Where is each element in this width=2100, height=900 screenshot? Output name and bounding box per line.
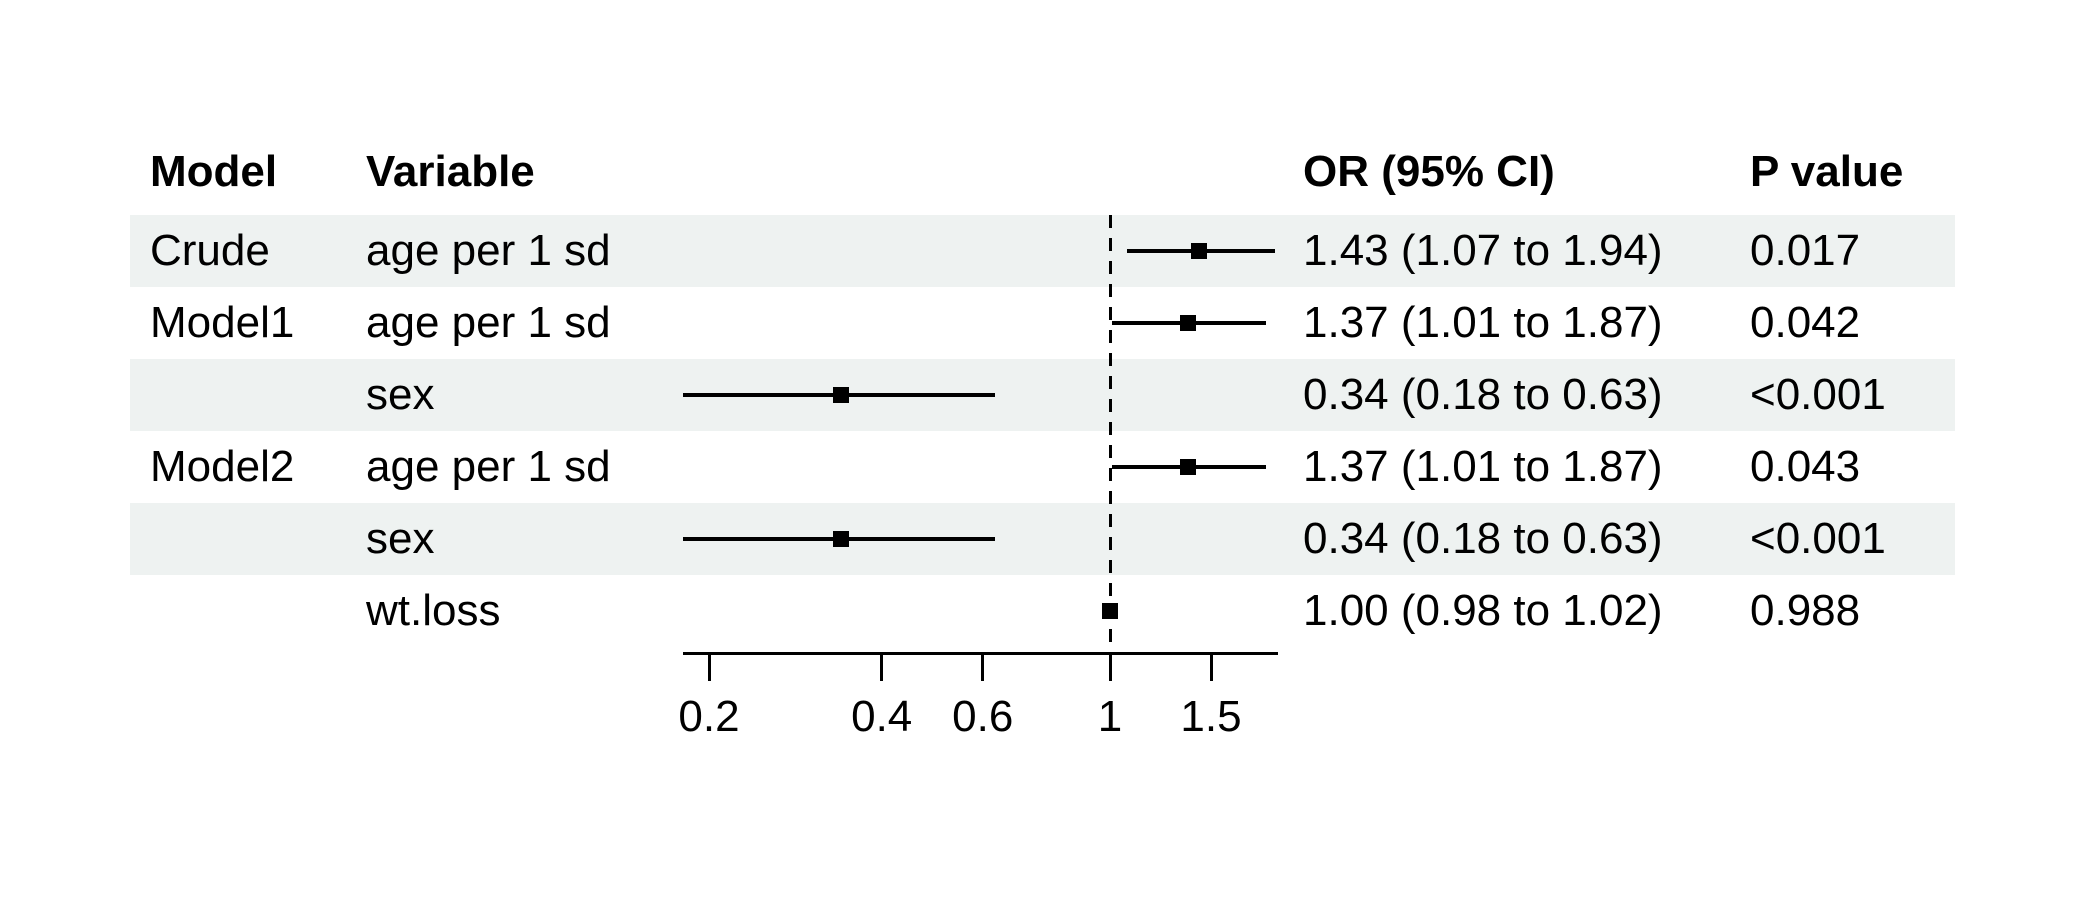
model-cell: Crude	[150, 226, 270, 275]
point-estimate-marker	[833, 531, 850, 547]
row-stripe	[130, 215, 1955, 287]
p-value-cell: 0.017	[1750, 226, 1861, 275]
or-ci-cell: 1.43 (1.07 to 1.94)	[1303, 226, 1663, 275]
axis-tick	[1108, 652, 1112, 681]
variable-cell: wt.loss	[366, 586, 501, 635]
or-ci-cell: 1.37 (1.01 to 1.87)	[1303, 298, 1663, 347]
axis-tick-label: 0.4	[851, 692, 913, 741]
axis-tick	[981, 652, 985, 681]
variable-cell: age per 1 sd	[366, 442, 611, 491]
column-header-p-value: P value	[1750, 147, 1904, 196]
p-value-cell: 0.043	[1750, 442, 1861, 491]
column-header-or-ci: OR (95% CI)	[1303, 147, 1555, 196]
axis-tick-label: 0.2	[678, 692, 740, 741]
or-ci-cell: 0.34 (0.18 to 0.63)	[1303, 514, 1663, 563]
p-value-cell: <0.001	[1750, 370, 1886, 419]
reference-line	[1108, 215, 1112, 652]
point-estimate-marker	[1180, 459, 1197, 475]
row-stripe	[130, 359, 1955, 431]
axis-tick-label: 0.6	[952, 692, 1014, 741]
or-ci-cell: 1.37 (1.01 to 1.87)	[1303, 442, 1663, 491]
variable-cell: sex	[366, 370, 435, 419]
variable-cell: age per 1 sd	[366, 226, 611, 275]
column-header-variable: Variable	[366, 147, 535, 196]
axis-tick	[880, 652, 884, 681]
or-ci-cell: 0.34 (0.18 to 0.63)	[1303, 370, 1663, 419]
point-estimate-marker	[1191, 243, 1208, 259]
or-ci-cell: 1.00 (0.98 to 1.02)	[1303, 586, 1663, 635]
point-estimate-marker	[1102, 603, 1118, 619]
p-value-cell: 0.988	[1750, 586, 1861, 635]
p-value-cell: <0.001	[1750, 514, 1886, 563]
variable-cell: age per 1 sd	[366, 298, 611, 347]
axis-tick	[1209, 652, 1213, 681]
axis-tick	[707, 652, 711, 681]
point-estimate-marker	[1180, 315, 1197, 331]
point-estimate-marker	[833, 387, 850, 403]
model-cell: Model1	[150, 298, 295, 347]
p-value-cell: 0.042	[1750, 298, 1861, 347]
variable-cell: sex	[366, 514, 435, 563]
row-stripe	[130, 503, 1955, 575]
axis-tick-label: 1.5	[1180, 692, 1242, 741]
x-axis-line	[682, 652, 1278, 655]
axis-tick-label: 1	[1097, 692, 1123, 741]
column-header-model: Model	[150, 147, 278, 196]
model-cell: Model2	[150, 442, 295, 491]
